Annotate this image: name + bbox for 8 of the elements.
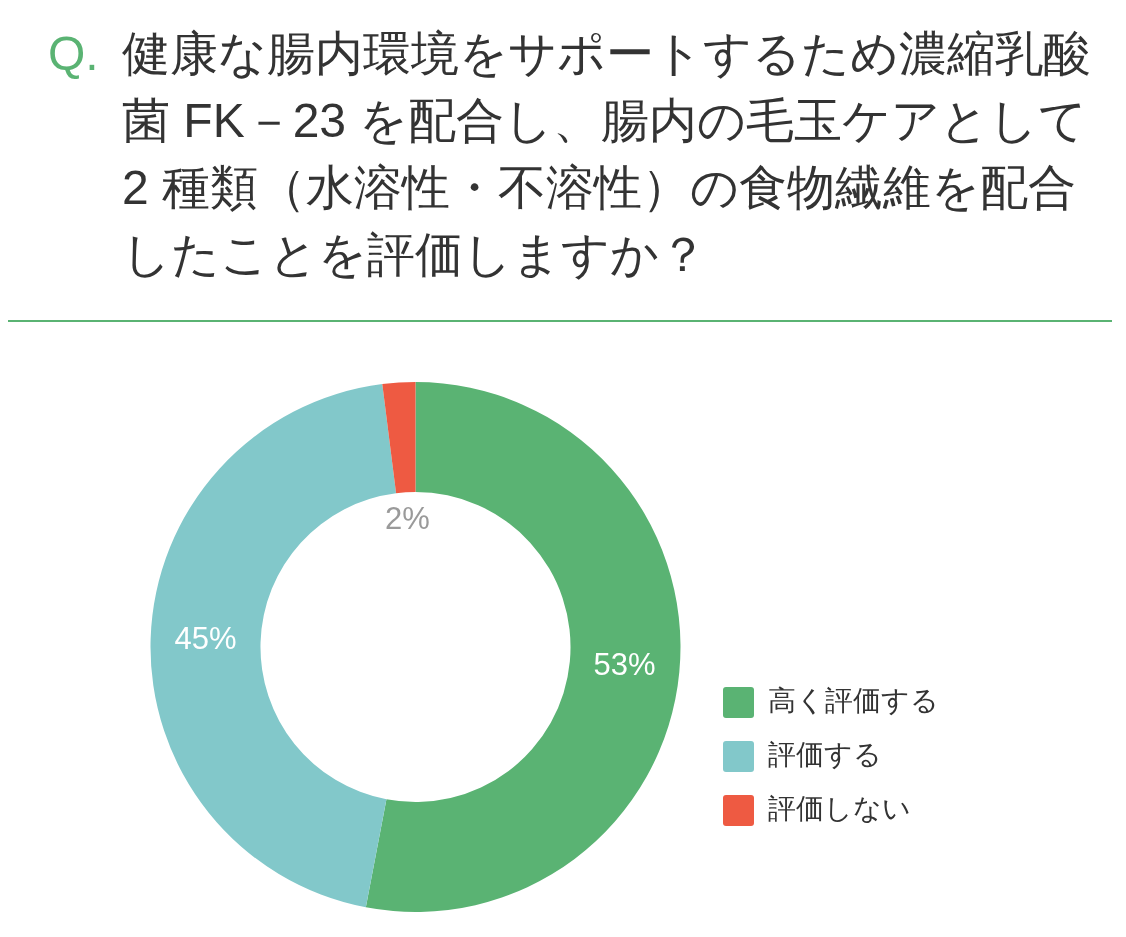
- legend-label: 高く評価する: [768, 685, 939, 717]
- legend-label: 評価しない: [768, 793, 911, 825]
- text: Q.: [48, 26, 99, 82]
- chart-title: 健康な腸内環境をサポートするため濃縮乳酸菌 FK－23 を配合し、腸内の毛玉ケアとして 2 種類（水溶性・不溶性）の食物繊維を配合したことを評価しますか？: [122, 26, 1092, 283]
- data-label: 45%: [174, 620, 237, 656]
- legend-label: 評価する: [768, 739, 882, 771]
- data-label: 53%: [593, 647, 656, 683]
- data-label: 2%: [385, 500, 430, 536]
